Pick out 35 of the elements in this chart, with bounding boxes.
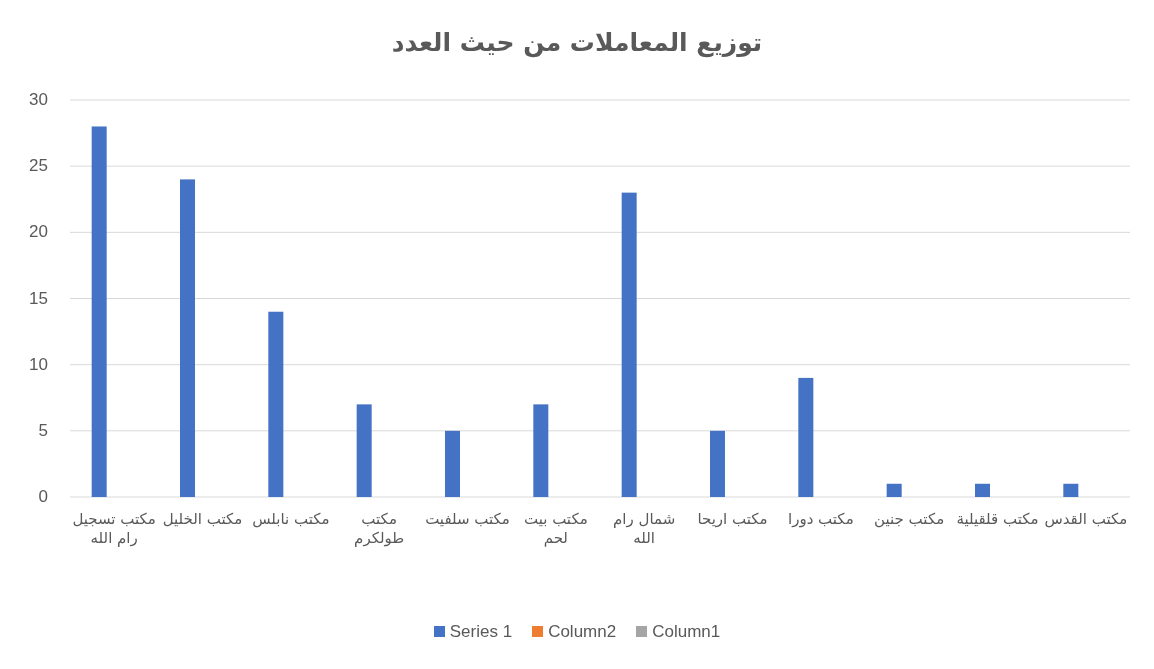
bar (1063, 483, 1079, 497)
bar (180, 179, 195, 497)
legend-label: Column1 (652, 622, 721, 641)
x-tick-label: مكتب اريحا (696, 510, 769, 529)
x-tick-label: مكتب سلفيت (424, 510, 511, 529)
y-tick-label: 5 (38, 420, 48, 441)
bar (798, 377, 814, 497)
x-tick-label: شمال رام الله (612, 510, 677, 548)
y-tick-label: 20 (29, 222, 48, 243)
x-tick-label: مكتب قلقيلية (955, 510, 1040, 529)
x-tick-label: مكتب القدس (1043, 510, 1129, 529)
x-tick-label: مكتب تسجيل رام الله (71, 510, 157, 548)
bar (975, 483, 990, 497)
bar (621, 192, 637, 497)
bar (268, 311, 284, 497)
bar (533, 404, 549, 497)
x-tick-label: مكتب دورا (787, 510, 855, 529)
x-tick-label: مكتب جنين (873, 510, 946, 529)
y-tick-label: 0 (38, 487, 48, 507)
x-tick-label: مكتب الخليل (161, 510, 244, 529)
x-tick-label: مكتب طولكرم (353, 510, 406, 548)
y-tick-label: 10 (29, 354, 48, 375)
y-tick-label: 30 (29, 90, 48, 110)
bar (710, 430, 725, 497)
bar (886, 483, 902, 497)
bar (91, 126, 107, 497)
y-tick-label: 15 (29, 288, 48, 309)
x-tick-label: مكتب بيت لحم (522, 510, 589, 548)
x-tick-label: مكتب نابلس (251, 510, 331, 529)
bar (445, 430, 460, 497)
chart-title: توزيع المعاملات من حيث العدد (390, 28, 764, 57)
y-tick-label: 25 (29, 156, 48, 177)
legend-label: Series 1 (449, 622, 513, 641)
bar (356, 404, 372, 497)
legend-label: Column2 (548, 622, 617, 641)
